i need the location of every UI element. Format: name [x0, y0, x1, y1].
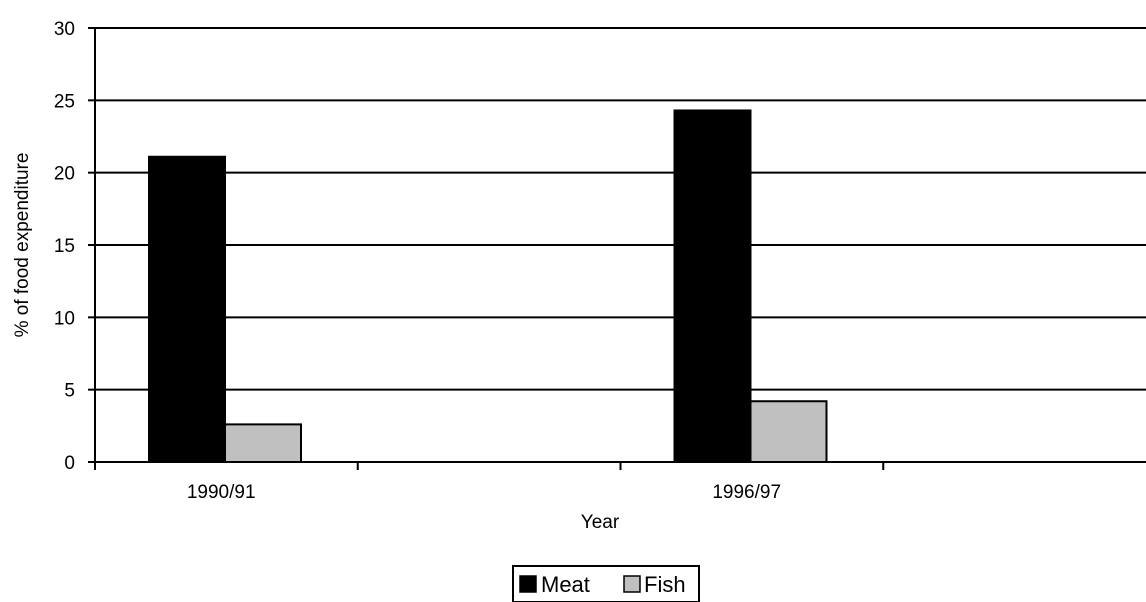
legend-label-meat: Meat: [541, 572, 590, 597]
y-axis-title: % of food expenditure: [12, 153, 33, 338]
bars: [148, 109, 828, 464]
x-axis-title: Year: [581, 512, 620, 533]
bar-fish-1996/97: [749, 400, 828, 463]
x-ticks: 1990/91 1996/97: [94, 462, 885, 503]
y-tick-label: 25: [54, 91, 75, 112]
y-ticks: 0 5 10 15 20 25 30: [54, 19, 95, 474]
y-tick-label: 0: [64, 453, 75, 474]
bar-meat-1990/91: [148, 155, 226, 463]
y-tick-label: 10: [54, 308, 75, 329]
x-tick-label: 1996/97: [712, 482, 781, 503]
y-tick-label: 15: [54, 236, 75, 257]
legend: Meat Fish: [512, 565, 700, 602]
legend-label-fish: Fish: [644, 572, 686, 597]
y-tick-label: 30: [54, 19, 75, 40]
gridlines: [95, 27, 1146, 391]
y-tick-label: 20: [54, 164, 75, 185]
legend-box: [512, 565, 700, 602]
y-tick-label: 5: [64, 381, 75, 402]
bar-meat-1996/97: [673, 109, 752, 464]
bar-fish-1990/91: [224, 423, 302, 463]
legend-swatch-meat: [519, 575, 537, 593]
legend-swatch-fish: [623, 575, 641, 593]
x-tick-label: 1990/91: [187, 482, 256, 503]
